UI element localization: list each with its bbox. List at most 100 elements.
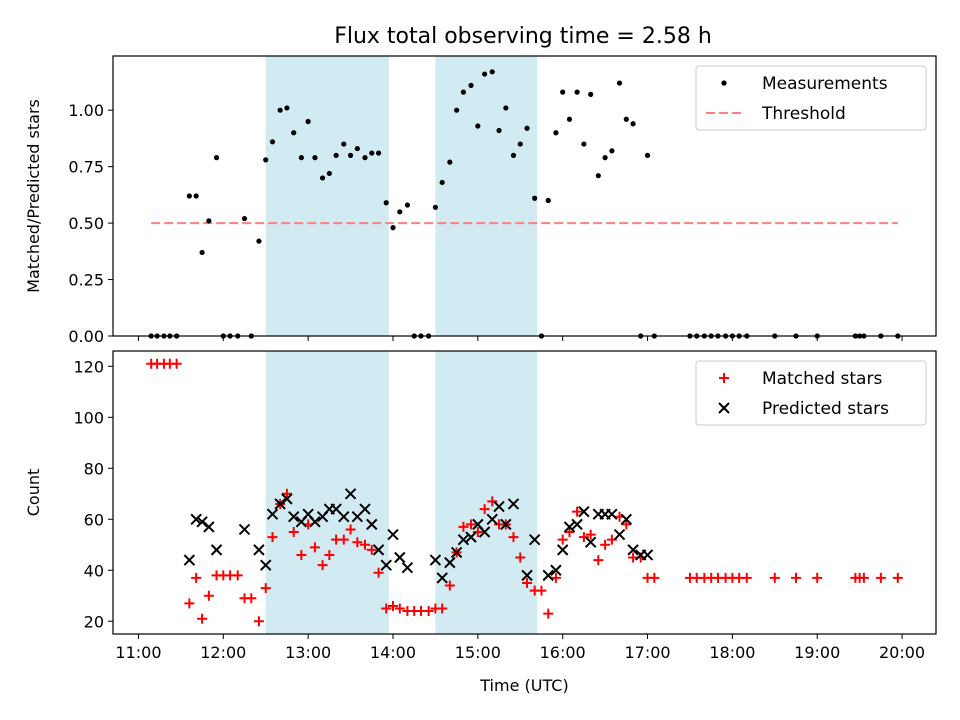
data-point <box>390 225 396 231</box>
data-point <box>319 175 326 181</box>
data-point <box>553 130 559 136</box>
data-point <box>344 488 357 500</box>
data-point <box>507 498 520 510</box>
data-point <box>581 141 587 147</box>
data-point <box>875 572 886 583</box>
data-point <box>354 145 360 152</box>
data-point <box>447 159 453 165</box>
data-point <box>359 539 370 550</box>
data-point <box>429 554 442 566</box>
y-tick-label: 80 <box>84 459 104 478</box>
data-point <box>528 533 541 546</box>
data-point <box>892 572 903 583</box>
data-point <box>482 71 488 77</box>
data-point <box>281 488 292 499</box>
data-point <box>241 215 248 222</box>
x-tick-label: 18:00 <box>709 643 755 662</box>
data-point <box>566 116 573 122</box>
data-point <box>550 564 562 576</box>
data-point <box>324 549 335 560</box>
data-point <box>366 518 378 531</box>
data-point <box>253 544 265 556</box>
data-point <box>309 542 320 553</box>
data-point <box>305 118 311 125</box>
data-point <box>401 562 414 574</box>
data-point <box>281 493 293 505</box>
data-point <box>383 200 389 206</box>
data-point <box>454 107 460 113</box>
data-point <box>232 570 243 581</box>
data-point <box>246 593 257 604</box>
y-tick-label: 20 <box>84 612 104 631</box>
legend-marker <box>721 80 727 86</box>
data-point <box>197 613 208 624</box>
data-point <box>191 572 202 583</box>
data-point <box>545 197 551 204</box>
y-tick-label: 40 <box>84 561 104 580</box>
data-point <box>267 532 278 543</box>
data-point <box>394 551 406 564</box>
legend-label: Matched stars <box>762 369 882 389</box>
data-point <box>791 572 802 583</box>
data-point <box>595 173 601 179</box>
data-point <box>769 572 780 583</box>
data-point <box>269 139 276 145</box>
y-tick-label: 1.00 <box>68 101 104 120</box>
data-point <box>542 569 554 582</box>
y-tick-label: 120 <box>73 357 104 376</box>
data-point <box>186 193 192 199</box>
top-panel: 0.00 0.25 0.50 0.75 1.00 Matched/Predicted st… <box>24 55 937 346</box>
data-point <box>352 537 363 548</box>
data-point <box>309 516 321 528</box>
data-point <box>741 572 752 583</box>
data-point <box>359 503 371 515</box>
data-point <box>510 152 517 158</box>
legend-label: Threshold <box>761 104 846 124</box>
data-point <box>630 121 636 127</box>
data-point <box>644 152 651 158</box>
data-point <box>496 127 502 134</box>
data-point <box>536 585 547 596</box>
data-point <box>584 536 597 548</box>
data-point <box>196 516 208 528</box>
data-point <box>199 249 205 256</box>
axes-frame <box>112 350 937 635</box>
data-point <box>585 529 596 540</box>
data-point <box>203 590 214 601</box>
legend: Matched stars Predicted stars <box>695 360 927 426</box>
axes-frame <box>112 55 937 337</box>
data-point <box>436 572 448 584</box>
data-point <box>444 580 455 591</box>
data-point <box>515 552 526 563</box>
data-point <box>203 521 215 533</box>
data-point <box>256 238 262 244</box>
data-point <box>578 505 590 518</box>
x-tick-label: 13:00 <box>285 643 331 662</box>
data-point <box>387 528 399 541</box>
data-point <box>423 606 434 617</box>
data-point <box>556 544 569 556</box>
shaded-span-1 <box>435 351 538 634</box>
x-axis-label: Time (UTC) <box>479 676 568 695</box>
legend-label: Predicted stars <box>762 399 889 419</box>
data-point <box>190 513 202 525</box>
data-point <box>574 89 580 95</box>
data-point <box>621 519 632 530</box>
data-point <box>338 534 349 545</box>
data-point <box>394 603 405 614</box>
data-point <box>517 141 523 147</box>
data-point <box>439 179 445 186</box>
data-point <box>404 202 411 208</box>
data-point <box>450 546 463 559</box>
data-point <box>366 544 377 555</box>
data-point <box>288 527 299 538</box>
data-point <box>444 556 456 569</box>
data-point <box>266 508 279 520</box>
data-point <box>602 155 608 161</box>
data-point <box>375 150 382 156</box>
data-point <box>475 123 481 129</box>
data-point <box>623 116 629 122</box>
data-point <box>326 170 332 177</box>
legend: Measurements Threshold <box>695 65 927 131</box>
